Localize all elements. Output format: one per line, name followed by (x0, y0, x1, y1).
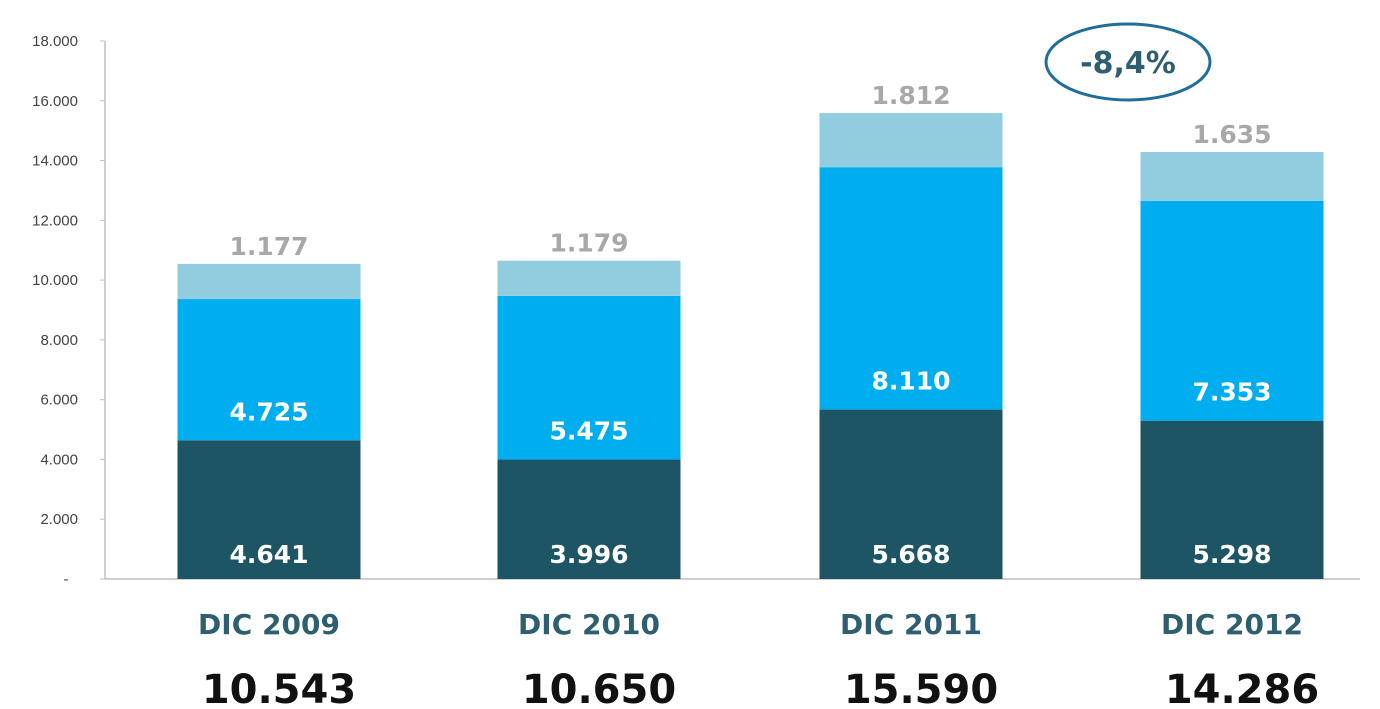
y-tick-label: 8.000 (40, 332, 78, 349)
total-label: 14.286 (1165, 667, 1319, 709)
bar-segment (819, 113, 1003, 168)
callout-ellipse (1044, 22, 1212, 102)
data-label: 5.475 (549, 417, 628, 446)
total-label: 10.543 (202, 667, 356, 709)
y-tick-label: 4.000 (40, 451, 78, 468)
y-tick-label: 16.000 (32, 93, 78, 110)
bar-segment (819, 409, 1003, 579)
x-category-label: DIC 2012 (1161, 608, 1303, 641)
y-tick-label: 6.000 (40, 392, 78, 409)
x-category-label: DIC 2009 (198, 608, 340, 641)
bar-segment (497, 459, 681, 579)
y-tick-label: 18.000 (32, 33, 78, 50)
total-label: 10.650 (522, 667, 676, 709)
y-tick-label: 14.000 (32, 153, 78, 170)
data-label: 5.668 (871, 540, 950, 569)
x-axis: DIC 2009 DIC 2010 DIC 2011 DIC 2012 (198, 608, 1303, 641)
data-label: 5.298 (1192, 540, 1271, 569)
total-label: 15.590 (844, 667, 998, 709)
data-label: 1.635 (1192, 120, 1271, 149)
data-label: 7.353 (1192, 378, 1271, 407)
y-tick-label: 10.000 (32, 272, 78, 289)
y-tick-label: 12.000 (32, 212, 78, 229)
bar-segment (497, 260, 681, 296)
data-labels: 4.641 4.725 1.177 3.996 5.475 1.179 5.668 8.110… (229, 81, 1271, 569)
bars (177, 113, 1324, 579)
data-label: 1.812 (871, 81, 950, 110)
data-label: 8.110 (871, 367, 950, 396)
data-label: 4.641 (229, 540, 308, 569)
bar-segment (177, 440, 361, 579)
y-tick-label: - (64, 571, 69, 588)
callout-text: -8,4% (1080, 46, 1176, 81)
bar-segment (177, 263, 361, 300)
change-callout: -8,4% (1044, 22, 1212, 102)
totals-row: 10.543 10.650 15.590 14.286 (202, 667, 1319, 709)
x-category-label: DIC 2011 (840, 608, 982, 641)
bar-segment (1140, 152, 1324, 201)
data-label: 1.179 (549, 229, 628, 258)
data-label: 1.177 (229, 232, 308, 261)
data-label: 3.996 (549, 540, 628, 569)
bar-segment (1140, 420, 1324, 579)
bar-segment (177, 299, 361, 441)
bar-segment (819, 167, 1003, 410)
data-label: 4.725 (229, 397, 308, 426)
y-tick-label: 2.000 (40, 511, 78, 528)
x-category-label: DIC 2010 (518, 608, 660, 641)
bar-segment (1140, 200, 1324, 421)
bar-segment (497, 295, 681, 460)
